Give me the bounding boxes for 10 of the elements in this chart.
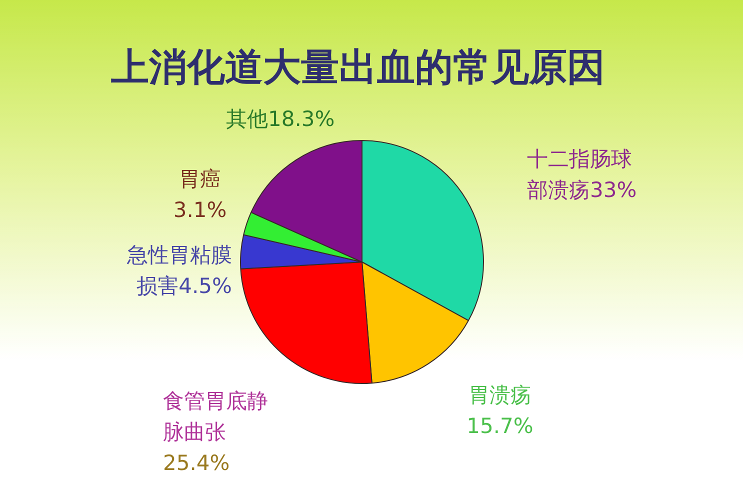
chart-title: 上消化道大量出血的常见原因: [111, 44, 605, 89]
slice-label: 十二指肠球部溃疡33%: [527, 146, 637, 202]
slice-label: 其他18.3%: [226, 106, 335, 131]
slice-label: 胃溃疡: [468, 382, 532, 407]
slice-label: 胃癌: [179, 166, 221, 191]
slice-label: 食管胃底静脉曲张: [163, 388, 268, 444]
data-label: 3.1%: [173, 198, 227, 222]
slice-label: 急性胃粘膜损害4.5%: [126, 242, 232, 298]
data-label: 25.4%: [163, 450, 230, 475]
data-label: 15.7%: [466, 414, 534, 438]
